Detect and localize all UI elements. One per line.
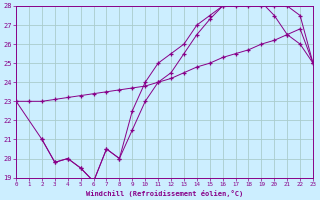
- X-axis label: Windchill (Refroidissement éolien,°C): Windchill (Refroidissement éolien,°C): [86, 190, 243, 197]
